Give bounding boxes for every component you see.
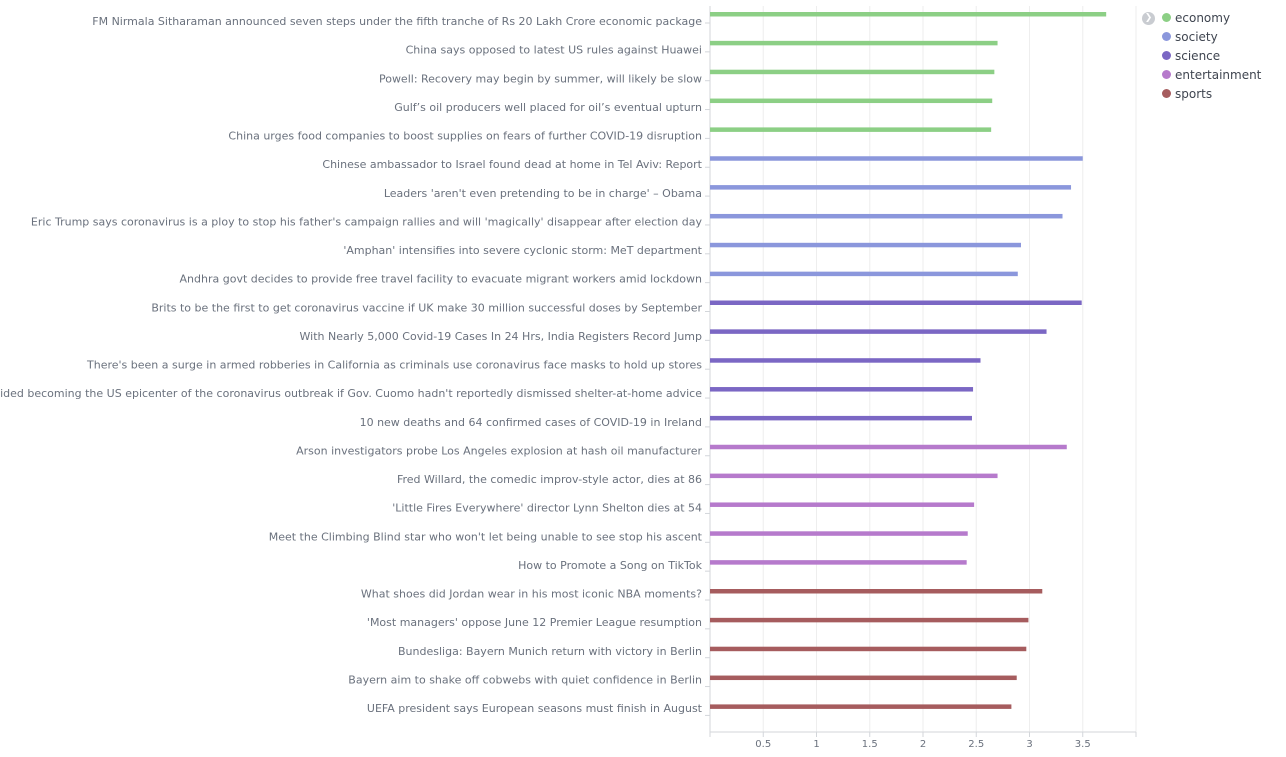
bar-economy [710, 40, 998, 46]
category-label: UEFA president says European seasons mus… [367, 702, 703, 715]
category-label: Meet the Climbing Blind star who won't l… [269, 530, 703, 543]
bar-entertainment [710, 473, 998, 479]
category-label: Eric Trump says coronavirus is a ploy to… [31, 215, 703, 228]
legend-item-entertainment[interactable]: entertainment [1162, 65, 1261, 84]
chevron-right-icon[interactable]: ❯ [1142, 12, 1155, 25]
x-tick-label: 0.5 [755, 739, 771, 750]
bar-society [710, 271, 1018, 277]
x-tick-label: 2.5 [968, 739, 984, 750]
x-tick-label: 3.5 [1075, 739, 1091, 750]
bar-economy [710, 69, 995, 75]
legend-swatch [1162, 51, 1171, 60]
bar-sports [710, 675, 1017, 681]
legend-item-economy[interactable]: economy [1162, 8, 1261, 27]
category-label: How to Promote a Song on TikTok [518, 559, 702, 572]
category-label: Brits to be the first to get coronavirus… [151, 301, 702, 314]
category-label: Bayern aim to shake off cobwebs with qui… [348, 673, 702, 686]
bar-society [710, 213, 1063, 219]
bar-entertainment [710, 560, 967, 565]
category-label: Fred Willard, the comedic improv-style a… [397, 473, 702, 486]
bar-sports [710, 646, 1027, 652]
category-label: Chinese ambassador to Israel found dead … [322, 158, 702, 171]
bar-economy [710, 127, 992, 132]
bar-sports [710, 704, 1012, 709]
category-label: China urges food companies to boost supp… [228, 130, 702, 143]
legend-swatch [1162, 89, 1171, 98]
legend-label: sports [1175, 86, 1213, 101]
category-label: There's been a surge in armed robberies … [86, 359, 702, 372]
bar-science [710, 329, 1047, 334]
legend-item-science[interactable]: science [1162, 46, 1261, 65]
legend-item-society[interactable]: society [1162, 27, 1261, 46]
category-label: Bundesliga: Bayern Munich return with vi… [398, 645, 702, 658]
bar-entertainment [710, 502, 975, 507]
bar-economy [710, 12, 1107, 17]
x-tick-label: 1.5 [862, 739, 878, 750]
category-label: 'Little Fires Everywhere' director Lynn … [392, 502, 702, 515]
bar-society [710, 156, 1083, 161]
category-label: New York might have avoided becoming the… [0, 387, 702, 400]
legend-label: science [1175, 48, 1221, 63]
bar-society [710, 185, 1072, 190]
legend-label: entertainment [1175, 67, 1262, 82]
x-tick-label: 3 [1026, 739, 1032, 750]
category-label: With Nearly 5,000 Covid-19 Cases In 24 H… [300, 330, 703, 343]
category-label: 10 new deaths and 64 confirmed cases of … [360, 416, 702, 429]
category-label: 'Amphan' intensifies into severe cycloni… [343, 244, 702, 257]
bar-entertainment [710, 531, 968, 536]
category-label: Leaders 'aren't even pretending to be in… [384, 187, 702, 200]
bar-sports [710, 617, 1029, 623]
bar-science [710, 387, 974, 392]
legend-label: economy [1175, 10, 1231, 25]
legend-swatch [1162, 70, 1171, 79]
category-label: China says opposed to latest US rules ag… [406, 44, 702, 57]
legend-item-sports[interactable]: sports [1162, 84, 1261, 103]
category-label: Andhra govt decides to provide free trav… [180, 273, 703, 286]
bar-sports [710, 589, 1043, 594]
x-tick-label: 1 [813, 739, 819, 750]
category-label: Powell: Recovery may begin by summer, wi… [379, 72, 702, 85]
bar-entertainment [710, 444, 1067, 450]
bar-science [710, 358, 981, 363]
legend-swatch [1162, 32, 1171, 41]
legend-list: economy society science entertainment sports [1162, 8, 1261, 103]
bar-science [710, 300, 1082, 305]
category-label: Arson investigators probe Los Angeles ex… [296, 444, 702, 457]
x-tick-label: 2 [920, 739, 926, 750]
legend-label: society [1175, 29, 1218, 44]
category-label: 'Most managers' oppose June 12 Premier L… [367, 616, 702, 629]
category-label: FM Nirmala Sitharaman announced seven st… [92, 15, 702, 28]
category-label: Gulf’s oil producers well placed for oil… [394, 101, 702, 114]
bar-science [710, 415, 972, 421]
legend-swatch [1162, 13, 1171, 22]
category-label: What shoes did Jordan wear in his most i… [361, 588, 702, 601]
bar-society [710, 242, 1021, 248]
bar-economy [710, 98, 993, 104]
